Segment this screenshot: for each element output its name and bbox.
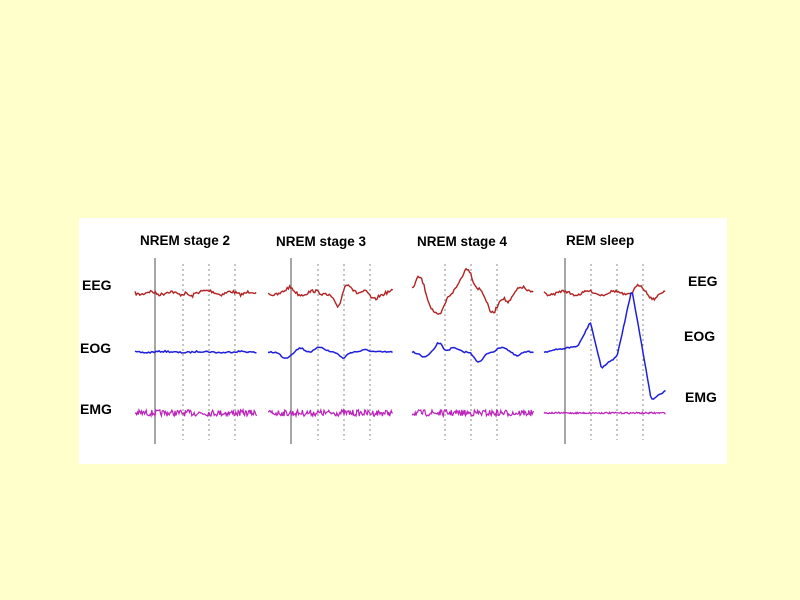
eeg-trace-nrem-stage-3 <box>267 284 394 309</box>
eeg-trace-nrem-stage-4 <box>411 267 534 315</box>
left-label-eeg: EEG <box>82 277 112 293</box>
eog-trace-nrem-stage-4 <box>411 341 534 363</box>
emg-trace-nrem-stage-2 <box>134 407 258 419</box>
right-label-eog: EOG <box>684 328 715 344</box>
column-title-nrem-stage-3: NREM stage 3 <box>276 234 367 249</box>
eeg-trace-rem-sleep <box>543 283 666 302</box>
right-label-emg: EMG <box>685 389 717 405</box>
column-title-rem-sleep: REM sleep <box>566 233 634 248</box>
eeg-trace-nrem-stage-2 <box>134 289 257 299</box>
left-label-emg: EMG <box>80 401 112 417</box>
sleep-recording-traces: NREM stage 2 NREM stage 3 NREM stage 4 R… <box>80 233 718 444</box>
column-title-nrem-stage-2: NREM stage 2 <box>140 233 230 248</box>
emg-trace-nrem-stage-3 <box>267 407 393 419</box>
right-label-eeg: EEG <box>688 273 718 289</box>
eog-trace-rem-sleep <box>543 292 666 400</box>
eog-trace-nrem-stage-3 <box>268 346 393 360</box>
sleep-stage-figure: NREM stage 2 NREM stage 3 NREM stage 4 R… <box>79 218 727 464</box>
eog-trace-nrem-stage-2 <box>134 349 257 354</box>
left-label-eog: EOG <box>80 340 111 356</box>
column-title-nrem-stage-4: NREM stage 4 <box>417 234 508 249</box>
emg-trace-nrem-stage-4 <box>411 408 535 419</box>
signal-traces <box>134 267 666 419</box>
emg-trace-rem-sleep <box>543 410 666 415</box>
